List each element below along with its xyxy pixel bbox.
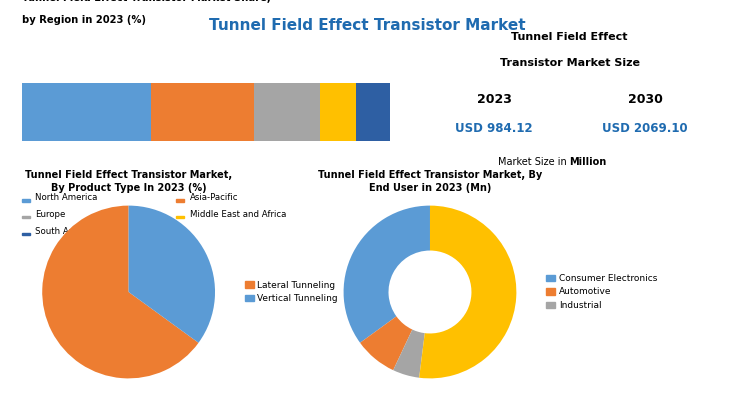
- Legend: Lateral Tunneling, Vertical Tunneling: Lateral Tunneling, Vertical Tunneling: [241, 277, 342, 307]
- Text: Tunnel Field Effect Transistor Market Share,: Tunnel Field Effect Transistor Market Sh…: [22, 0, 270, 3]
- FancyBboxPatch shape: [22, 216, 30, 218]
- Bar: [254, 83, 320, 141]
- Text: Transistor Market Size: Transistor Market Size: [500, 58, 639, 68]
- Text: South America: South America: [35, 226, 98, 236]
- Wedge shape: [129, 206, 215, 343]
- Text: North America: North America: [35, 193, 97, 202]
- Text: Tunnel Field Effect: Tunnel Field Effect: [512, 32, 628, 42]
- Wedge shape: [360, 316, 412, 370]
- Legend: Consumer Electronics, Automotive, Industrial: Consumer Electronics, Automotive, Indust…: [542, 270, 661, 314]
- Text: USD 984.12: USD 984.12: [456, 122, 533, 134]
- Text: 2023: 2023: [477, 93, 512, 106]
- Text: USD 2069.10: USD 2069.10: [602, 122, 688, 134]
- Text: Middle East and Africa: Middle East and Africa: [190, 210, 287, 219]
- Bar: [320, 83, 356, 141]
- Wedge shape: [419, 206, 517, 378]
- Text: Market Size in: Market Size in: [498, 157, 570, 167]
- Text: Europe: Europe: [35, 210, 65, 219]
- Bar: [356, 83, 390, 141]
- FancyBboxPatch shape: [22, 199, 30, 202]
- Wedge shape: [343, 206, 430, 343]
- Wedge shape: [393, 330, 425, 378]
- Text: Asia-Pacific: Asia-Pacific: [190, 193, 238, 202]
- FancyBboxPatch shape: [22, 233, 30, 235]
- Text: Tunnel Field Effect Transistor Market, By: Tunnel Field Effect Transistor Market, B…: [318, 170, 542, 180]
- Text: Million: Million: [570, 157, 607, 167]
- Text: By Product Type In 2023 (%): By Product Type In 2023 (%): [51, 183, 207, 193]
- Text: Tunnel Field Effect Transistor Market,: Tunnel Field Effect Transistor Market,: [25, 170, 232, 180]
- Text: 2030: 2030: [628, 93, 662, 106]
- Text: Tunnel Field Effect Transistor Market: Tunnel Field Effect Transistor Market: [209, 18, 526, 33]
- FancyBboxPatch shape: [176, 216, 184, 218]
- Text: by Region in 2023 (%): by Region in 2023 (%): [22, 15, 146, 25]
- FancyBboxPatch shape: [176, 199, 184, 202]
- Wedge shape: [42, 206, 198, 378]
- Text: End User in 2023 (Mn): End User in 2023 (Mn): [369, 183, 491, 193]
- Bar: [22, 83, 151, 141]
- Bar: [151, 83, 254, 141]
